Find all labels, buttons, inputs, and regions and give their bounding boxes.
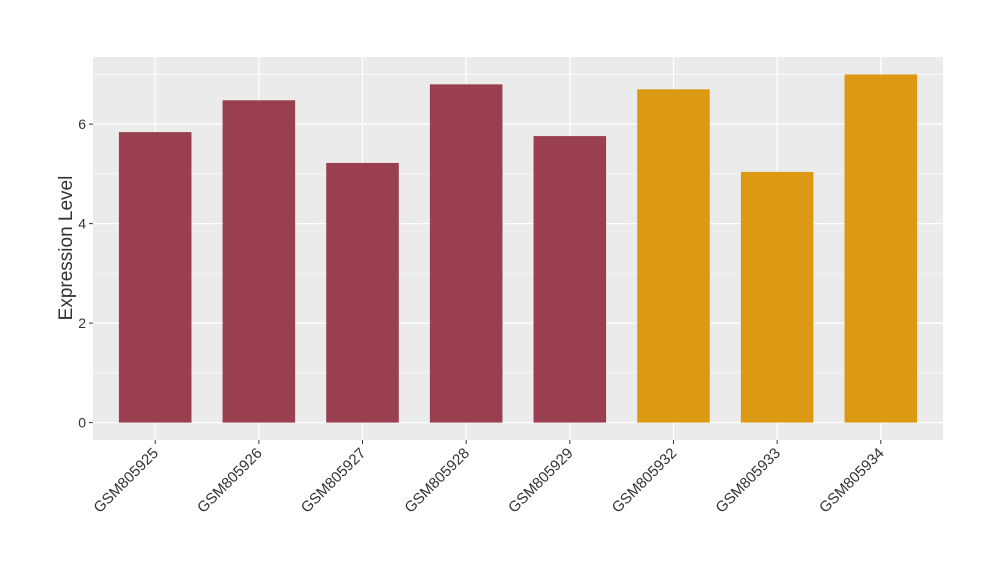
x-tick-label: GSM805928 <box>401 445 473 517</box>
x-tick-label: GSM805926 <box>194 445 266 517</box>
bar <box>118 132 192 423</box>
y-axis-title: Expression Level <box>56 176 77 321</box>
bar <box>844 74 918 423</box>
x-tick-label: GSM805934 <box>816 445 888 517</box>
bar <box>326 162 399 423</box>
y-tick-label: 0 <box>78 415 86 431</box>
y-tick-label: 2 <box>78 315 86 331</box>
y-tick-label: 4 <box>78 216 86 232</box>
y-tick-label: 6 <box>78 116 86 132</box>
x-tick-label: GSM805925 <box>90 445 162 517</box>
bar <box>637 89 710 423</box>
bar <box>533 136 607 423</box>
x-tick-label: GSM805929 <box>505 445 577 517</box>
plot-panel <box>93 57 943 440</box>
bar <box>222 100 296 423</box>
bar <box>740 171 814 423</box>
x-tick-label: GSM805933 <box>712 445 784 517</box>
x-tick-label: GSM805927 <box>298 445 370 517</box>
x-tick-label: GSM805932 <box>609 445 681 517</box>
bar <box>429 84 503 423</box>
